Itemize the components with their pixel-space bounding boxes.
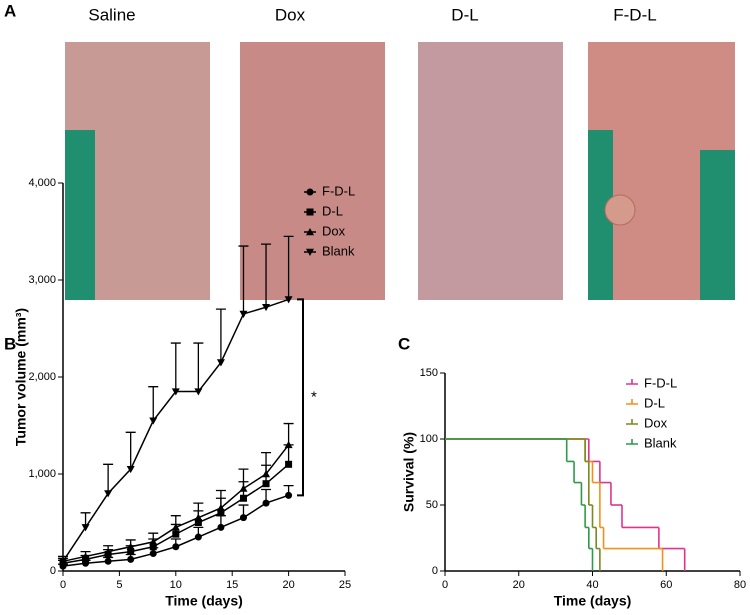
marker	[149, 537, 158, 546]
marker	[262, 480, 270, 488]
legend-marker	[626, 399, 638, 405]
marker	[81, 552, 90, 560]
marker	[149, 417, 158, 425]
marker	[149, 550, 157, 558]
marker	[104, 490, 113, 498]
panel-label: C	[398, 334, 410, 353]
x-tick-label: 25	[339, 579, 351, 591]
y-tick-label: 3,000	[28, 274, 56, 286]
marker	[217, 509, 225, 517]
legend-label: Blank	[644, 435, 677, 450]
x-axis-label: Time (days)	[554, 593, 632, 609]
photo	[418, 42, 563, 300]
x-tick-label: 15	[226, 579, 238, 591]
marker	[194, 519, 202, 526]
legend-label: F-D-L	[644, 375, 677, 390]
x-tick-label: 0	[442, 579, 448, 591]
legend-marker	[626, 379, 638, 385]
marker	[194, 533, 202, 541]
photo-label: D-L	[451, 5, 478, 24]
photo-panel	[65, 42, 735, 300]
y-tick-label: 100	[420, 433, 438, 445]
y-tick-label: 0	[432, 565, 438, 577]
y-tick-label: 50	[426, 499, 438, 511]
x-tick-label: 60	[660, 579, 672, 591]
photo-label: Saline	[88, 5, 135, 24]
error-bar	[170, 342, 181, 392]
marker	[59, 558, 67, 566]
marker	[285, 491, 293, 499]
marker	[149, 543, 157, 551]
x-tick-label: 40	[586, 579, 598, 591]
marker	[217, 523, 225, 531]
photo-label: F-D-L	[613, 5, 656, 24]
y-tick-label: 0	[50, 565, 56, 577]
marker	[262, 470, 271, 478]
marker	[284, 440, 293, 449]
tumor	[604, 194, 636, 226]
panel-label: A	[4, 1, 16, 20]
marker	[194, 513, 203, 521]
marker	[104, 547, 113, 555]
error-bar	[238, 245, 249, 314]
y-tick-label: 1,000	[28, 468, 56, 480]
marker	[81, 524, 90, 532]
marker	[239, 310, 248, 318]
legend-label: F-D-L	[322, 183, 355, 198]
error-bar	[193, 342, 204, 392]
marker	[239, 514, 247, 522]
legend-label: Dox	[322, 223, 346, 238]
photo-background	[65, 130, 95, 300]
marker	[127, 555, 135, 563]
marker	[126, 542, 135, 550]
panel-label: B	[4, 334, 16, 353]
x-tick-label: 0	[60, 579, 66, 591]
marker	[216, 359, 225, 367]
y-axis-label: Tumor volume (mm³)	[13, 308, 29, 446]
annotation: *	[311, 388, 317, 405]
marker	[285, 460, 293, 468]
marker	[172, 543, 180, 551]
x-tick-label: 20	[513, 579, 525, 591]
legend-marker	[626, 439, 638, 445]
x-tick-label: 5	[116, 579, 122, 591]
error-bar	[103, 463, 114, 494]
legend-label: D-L	[322, 203, 343, 218]
photo-label: Dox	[275, 5, 306, 24]
y-tick-label: 150	[420, 367, 438, 379]
marker	[172, 530, 180, 538]
photo-background	[700, 150, 735, 300]
marker	[216, 503, 225, 512]
error-bar	[148, 386, 159, 421]
legend-label: Dox	[644, 415, 668, 430]
marker	[171, 388, 180, 396]
x-tick-label: 80	[734, 579, 746, 591]
x-tick-label: 20	[282, 579, 294, 591]
x-axis-label: Time (days)	[165, 593, 243, 609]
marker	[126, 465, 135, 474]
marker	[104, 557, 112, 565]
error-bar	[215, 308, 226, 363]
legend-label: D-L	[644, 395, 665, 410]
x-tick-label: 10	[170, 579, 182, 591]
significance-bracket	[297, 298, 304, 497]
photo	[240, 42, 385, 300]
marker	[127, 548, 135, 556]
error-bar	[261, 243, 272, 308]
marker	[284, 296, 293, 304]
marker	[194, 388, 203, 396]
marker	[239, 484, 248, 492]
marker	[239, 494, 247, 502]
marker	[262, 499, 270, 507]
y-tick-label: 2,000	[28, 371, 56, 383]
marker	[171, 523, 180, 531]
y-tick-label: 4,000	[28, 177, 56, 189]
legend-marker	[626, 419, 638, 425]
legend-label: Blank	[322, 243, 355, 258]
marker	[262, 303, 271, 312]
y-axis-label: Survival (%)	[401, 432, 417, 512]
error-bar	[283, 235, 294, 300]
error-bar	[125, 431, 136, 470]
